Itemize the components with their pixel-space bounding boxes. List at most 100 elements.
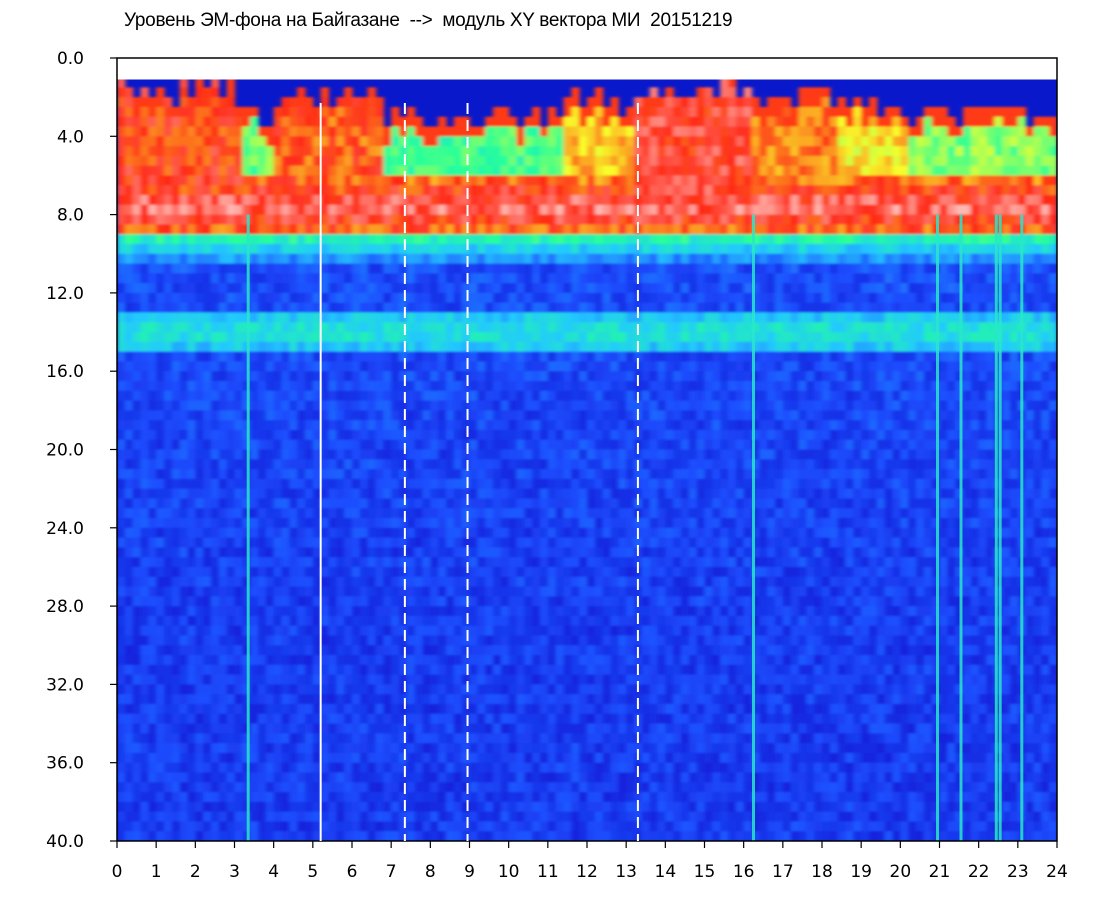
heatmap-cell xyxy=(477,410,486,421)
heatmap-cell xyxy=(195,723,204,734)
heatmap-cell xyxy=(587,380,596,392)
heatmap-cell xyxy=(124,743,134,754)
heatmap-cell xyxy=(406,508,416,519)
heatmap-cell xyxy=(438,811,447,823)
heatmap-cell xyxy=(453,625,463,637)
heatmap-cell xyxy=(367,429,377,441)
heatmap-cell xyxy=(336,302,345,314)
heatmap-cell xyxy=(187,557,196,568)
heatmap-cell xyxy=(242,429,251,441)
heatmap-cell xyxy=(352,498,361,509)
heatmap-cell xyxy=(124,420,134,431)
heatmap-cell xyxy=(305,606,314,617)
heatmap-cell xyxy=(312,655,322,666)
heatmap-cell xyxy=(453,175,463,186)
heatmap-cell xyxy=(602,694,612,705)
heatmap-cell xyxy=(305,547,314,558)
heatmap-cell xyxy=(281,733,290,744)
heatmap-cell xyxy=(211,165,220,177)
heatmap-cell xyxy=(132,684,142,695)
heatmap-cell xyxy=(383,185,392,196)
heatmap-cell xyxy=(218,645,228,656)
heatmap-cell xyxy=(383,801,392,813)
heatmap-cell xyxy=(532,165,541,177)
heatmap-cell xyxy=(187,439,196,451)
heatmap-cell xyxy=(226,459,236,470)
heatmap-cell xyxy=(446,292,455,304)
heatmap-cell xyxy=(579,165,588,177)
heatmap-cell xyxy=(265,224,275,235)
heatmap-cell xyxy=(320,214,330,225)
heatmap-cell xyxy=(602,361,612,372)
heatmap-cell xyxy=(226,106,236,118)
heatmap-cell xyxy=(610,733,619,744)
heatmap-cell xyxy=(132,694,142,705)
heatmap-cell xyxy=(242,224,251,235)
heatmap-cell xyxy=(281,126,290,137)
heatmap-cell xyxy=(211,811,220,823)
heatmap-cell xyxy=(195,713,204,725)
heatmap-cell xyxy=(563,752,572,764)
heatmap-cell xyxy=(540,283,549,294)
heatmap-cell xyxy=(532,400,541,411)
heatmap-cell xyxy=(477,723,486,734)
heatmap-cell xyxy=(328,106,337,118)
heatmap-cell xyxy=(626,508,635,519)
heatmap-cell xyxy=(352,586,361,597)
heatmap-cell xyxy=(203,351,212,363)
heatmap-cell xyxy=(563,831,572,841)
heatmap-cell xyxy=(579,615,588,627)
heatmap-cell xyxy=(117,762,126,774)
heatmap-cell xyxy=(179,380,189,392)
heatmap-cell xyxy=(626,527,635,539)
heatmap-cell xyxy=(571,361,580,372)
heatmap-cell xyxy=(281,449,290,460)
heatmap-cell xyxy=(336,606,345,617)
heatmap-cell xyxy=(344,175,353,186)
heatmap-cell xyxy=(250,361,259,372)
heatmap-cell xyxy=(430,410,439,421)
heatmap-cell xyxy=(273,498,283,509)
heatmap-cell xyxy=(500,361,510,372)
heatmap-cell xyxy=(563,821,572,832)
heatmap-cell xyxy=(375,576,384,588)
heatmap-cell xyxy=(602,234,612,245)
heatmap-cell xyxy=(250,371,259,382)
heatmap-cell xyxy=(140,557,149,568)
heatmap-cell xyxy=(540,576,549,588)
heatmap-cell xyxy=(500,380,510,392)
heatmap-cell xyxy=(500,488,510,500)
heatmap-cell xyxy=(516,782,525,793)
heatmap-cell xyxy=(336,243,345,255)
heatmap-cell xyxy=(453,527,463,539)
heatmap-cell xyxy=(571,155,580,167)
heatmap-cell xyxy=(203,439,212,451)
heatmap-cell xyxy=(524,136,533,147)
heatmap-cell xyxy=(289,97,298,108)
heatmap-cell xyxy=(359,596,369,607)
heatmap-cell xyxy=(226,576,236,588)
heatmap-cell xyxy=(563,674,572,685)
heatmap-cell xyxy=(312,752,322,764)
heatmap-cell xyxy=(532,508,541,519)
heatmap-cell xyxy=(516,733,525,744)
heatmap-cell xyxy=(312,478,322,490)
heatmap-cell xyxy=(164,547,173,558)
heatmap-cell xyxy=(164,674,173,685)
heatmap-cell xyxy=(187,674,196,685)
heatmap-cell xyxy=(226,664,236,676)
heatmap-cell xyxy=(179,175,189,186)
heatmap-cell xyxy=(156,674,165,685)
heatmap-cell xyxy=(211,508,220,519)
heatmap-cell xyxy=(242,155,251,167)
heatmap-cell xyxy=(140,361,149,372)
heatmap-cell xyxy=(305,655,314,666)
heatmap-cell xyxy=(132,302,142,314)
heatmap-cell xyxy=(571,566,580,578)
heatmap-cell xyxy=(218,390,228,402)
heatmap-cell xyxy=(485,351,494,363)
heatmap-cell xyxy=(336,615,345,627)
heatmap-cell xyxy=(218,478,228,490)
heatmap-cell xyxy=(289,263,298,274)
heatmap-cell xyxy=(328,537,337,548)
